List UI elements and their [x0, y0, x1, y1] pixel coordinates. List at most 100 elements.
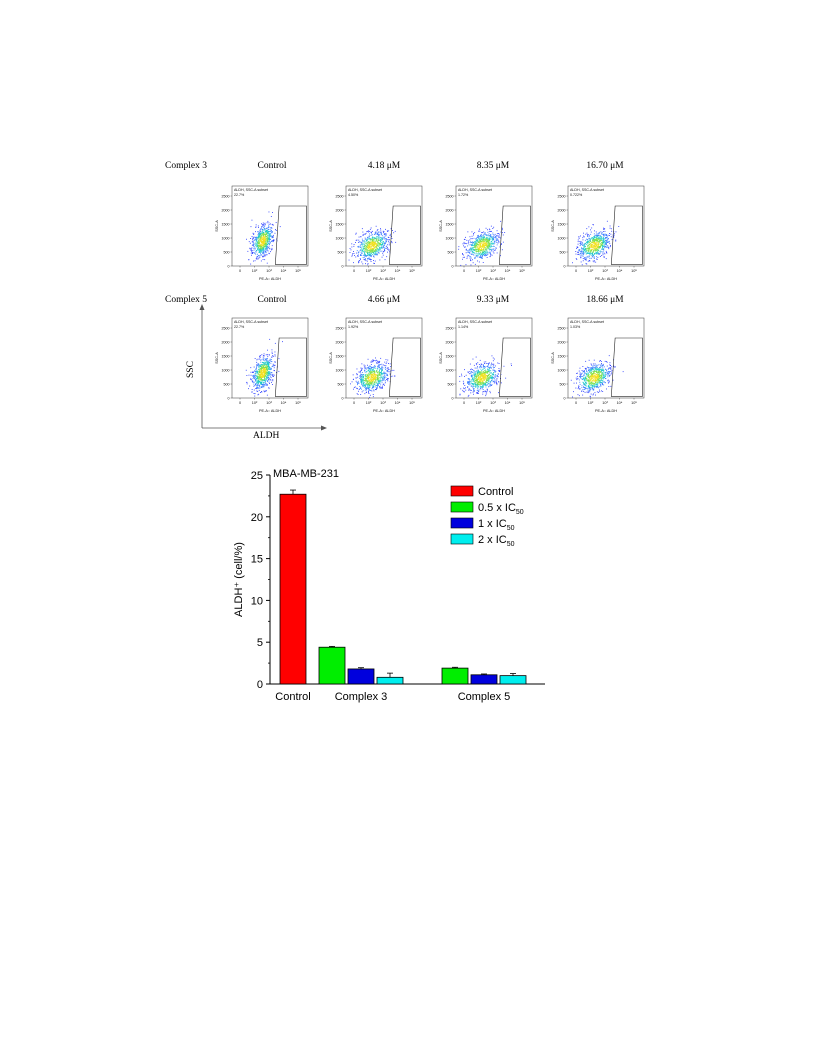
gate-polygon [274, 205, 307, 265]
bar [376, 676, 404, 685]
panel-heading: 18.66 μM [586, 295, 624, 305]
bar [499, 675, 527, 685]
panel-ylabel: SSC-A [215, 220, 219, 232]
panel-xtick-label: 10⁵ [409, 401, 415, 405]
panel-xtick-label: 10² [476, 401, 482, 405]
legend-swatch [450, 501, 474, 513]
panel-heading: 9.33 μM [476, 295, 510, 305]
panel-ytick-label: 2000 [558, 208, 566, 212]
panel-xtick-label: 10⁴ [505, 401, 511, 405]
panel-ytick-label: 0 [452, 396, 454, 400]
panel-heading: 16.70 μM [586, 161, 624, 171]
legend-swatch [450, 485, 474, 497]
panel-ytick-label: 1500 [558, 222, 566, 226]
panel-ytick-label: 1000 [336, 368, 344, 372]
category-label: Control [275, 691, 310, 703]
panel-ytick-label: 2500 [336, 194, 344, 198]
bar [279, 493, 307, 685]
panel-xtick-label: 0 [575, 401, 577, 405]
gate-percent: 1.92% [348, 325, 359, 329]
scatter-cloud [458, 220, 506, 266]
panel-ytick-label: 1500 [336, 222, 344, 226]
panel-ytick-label: 1000 [222, 368, 230, 372]
gate-name: ALDH, SSC-A subset [570, 320, 604, 324]
gate-polygon [274, 337, 307, 397]
ytick-label: 25 [251, 470, 263, 482]
gate-name: ALDH, SSC-A subset [348, 188, 382, 192]
panel-ytick-label: 0 [564, 264, 566, 268]
gate-name: ALDH, SSC-A subset [234, 188, 268, 192]
panel-xtick-label: 0 [575, 269, 577, 273]
gate-name: ALDH, SSC-A subset [348, 320, 382, 324]
panel-ytick-label: 0 [342, 264, 344, 268]
chart-ylabel: ALDH⁺ (cell/%) [233, 542, 245, 617]
panel-xtick-label: 10⁴ [617, 269, 623, 273]
panel-ylabel: SSC-A [329, 220, 333, 232]
panel-frame [455, 185, 533, 267]
panel-xtick-label: 10³ [490, 401, 496, 405]
scatter-cloud [246, 211, 281, 265]
legend-label: 0.5 x IC50 [478, 502, 524, 516]
panel-ytick-label: 1500 [446, 354, 454, 358]
panel-xtick-label: 10⁴ [395, 269, 401, 273]
panel-ylabel: SSC-A [439, 352, 443, 364]
scatter-cloud [570, 355, 624, 398]
panel-ytick-label: 500 [224, 382, 230, 386]
panel-ytick-label: 500 [560, 382, 566, 386]
panel-xtick-label: 10⁵ [295, 269, 301, 273]
scatter-cloud [350, 357, 396, 398]
panel-xtick-label: 10² [252, 401, 258, 405]
panel-xlabel: PE-A:: ALDH [373, 409, 395, 413]
category-label: Complex 3 [335, 691, 388, 703]
panel-xtick-label: 10⁴ [281, 401, 287, 405]
axis-arrows [199, 304, 327, 431]
panel-frame [345, 185, 423, 267]
scatter-cloud [348, 225, 397, 266]
panel-ytick-label: 2000 [336, 208, 344, 212]
legend-label: 2 x IC50 [478, 534, 515, 548]
panel-xtick-label: 10³ [602, 401, 608, 405]
panel-ytick-label: 1000 [446, 236, 454, 240]
panel-frame [345, 317, 423, 399]
gate-percent: 22.7% [234, 325, 245, 329]
scatter-cloud [459, 355, 512, 397]
panel-xtick-label: 0 [463, 269, 465, 273]
panel-heading: Control [257, 295, 287, 305]
gate-polygon [388, 337, 421, 397]
ytick-label: 10 [251, 595, 263, 607]
panel-ytick-label: 2500 [336, 326, 344, 330]
panel-xtick-label: 10³ [380, 401, 386, 405]
gate-polygon [498, 205, 531, 265]
panel-xlabel: PE-A:: ALDH [259, 277, 281, 281]
panel-xlabel: PE-A:: ALDH [373, 277, 395, 281]
panel-xtick-label: 10⁵ [295, 401, 301, 405]
gate-name: ALDH, SSC-A subset [234, 320, 268, 324]
gate-polygon [610, 205, 643, 265]
bar-chart: 0 5 10 15 20 25 ALDH⁺ (cell/%) MBA-MB-231 Contro… [233, 468, 545, 703]
panel-ytick-label: 2500 [558, 326, 566, 330]
panel-xtick-label: 10² [366, 401, 372, 405]
panel-ytick-label: 2000 [446, 208, 454, 212]
panel-xtick-label: 10² [366, 269, 372, 273]
panel-xtick-label: 10² [252, 269, 258, 273]
panel-xtick-label: 0 [239, 269, 241, 273]
panel-ytick-label: 0 [228, 396, 230, 400]
bar [441, 667, 469, 685]
panel-ytick-label: 2000 [222, 340, 230, 344]
panel-xtick-label: 0 [463, 401, 465, 405]
panel-xlabel: PE-A:: ALDH [595, 409, 617, 413]
panel-ytick-label: 1500 [446, 222, 454, 226]
scatter-cloud [245, 338, 283, 397]
panel-xtick-label: 10² [588, 401, 594, 405]
panel-ylabel: SSC-A [551, 220, 555, 232]
panel-heading: 4.18 μM [367, 161, 401, 171]
gate-percent: 22.7% [234, 193, 245, 197]
panel-xtick-label: 10⁵ [409, 269, 415, 273]
